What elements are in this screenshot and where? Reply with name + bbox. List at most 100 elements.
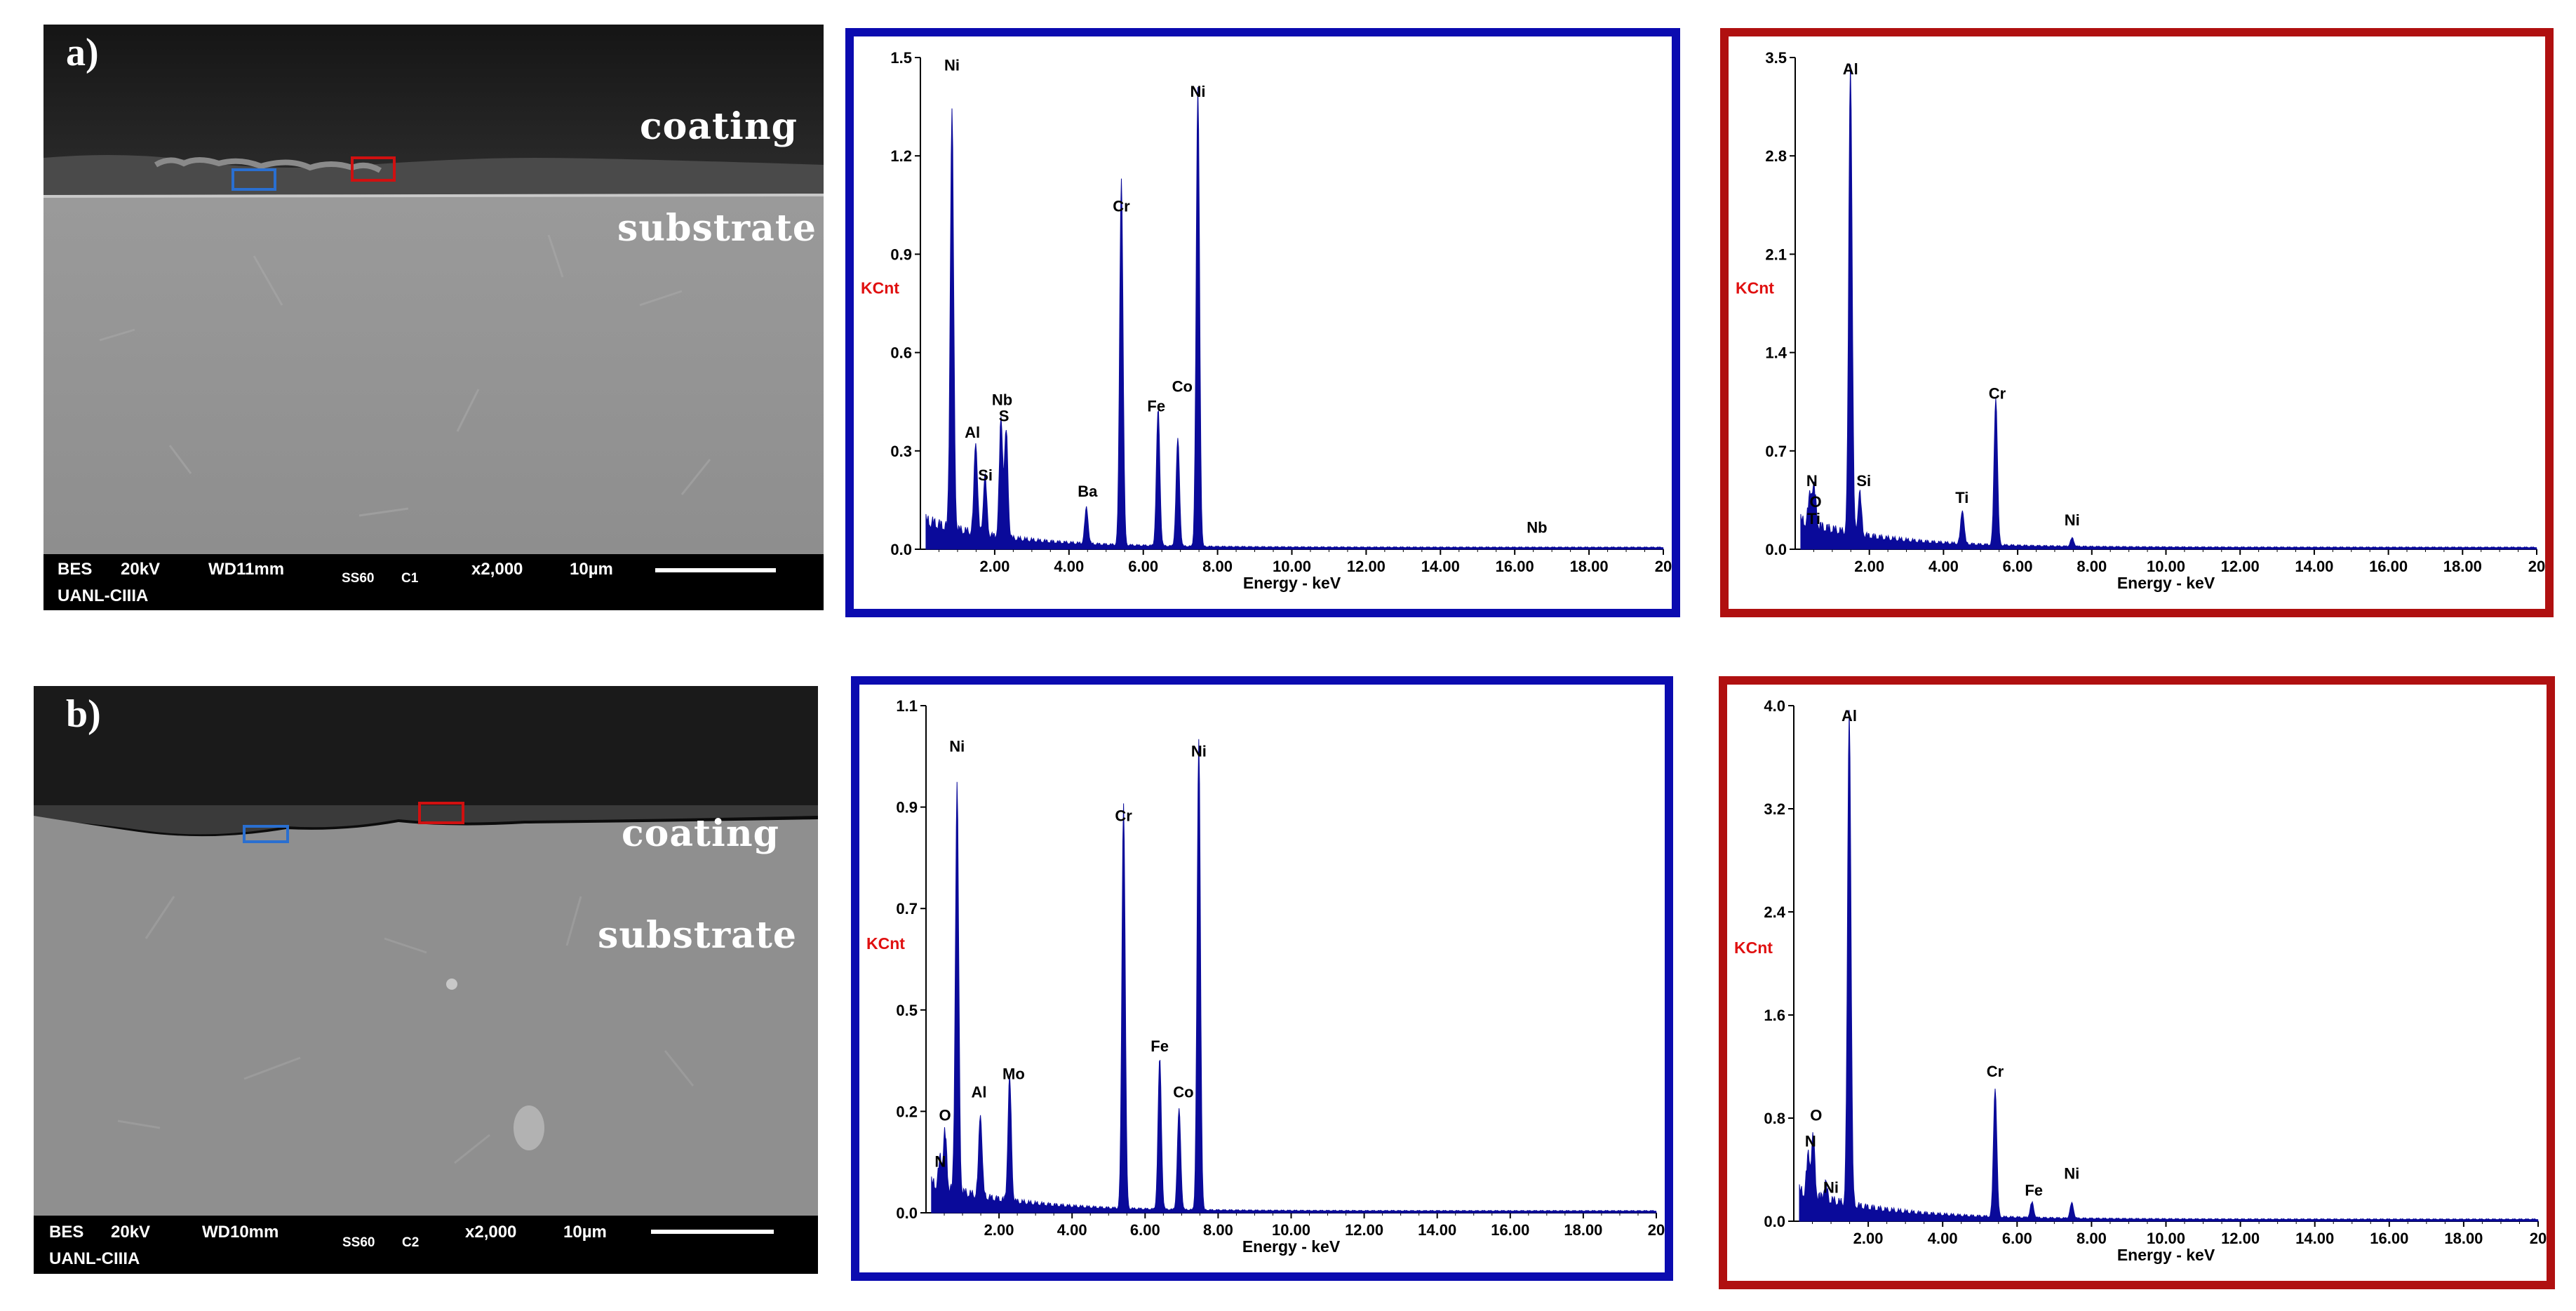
peak-label: O bbox=[1810, 1107, 1822, 1124]
x-tick-label: 12.00 bbox=[1345, 1221, 1383, 1239]
sem-image-b: b) coating substrate BES 20kV WD10mm SS6… bbox=[34, 686, 818, 1274]
coating-label-a: coating bbox=[640, 105, 798, 148]
peak-label: Cr bbox=[1113, 198, 1130, 215]
peak-label: Si bbox=[978, 466, 993, 484]
y-tick-label: 0.0 bbox=[1765, 541, 1787, 558]
peak-label: Co bbox=[1172, 378, 1193, 396]
x-tick-label: 6.00 bbox=[2003, 558, 2033, 575]
y-tick-label: 1.6 bbox=[1764, 1007, 1785, 1024]
peak-label: Ni bbox=[2065, 511, 2080, 529]
roi-red-a bbox=[351, 156, 396, 182]
peak-label: Cr bbox=[1989, 385, 2006, 403]
peak-label: Ni bbox=[1191, 742, 1207, 760]
x-tick-label: 10.00 bbox=[2147, 1230, 2185, 1247]
y-axis-label: KCnt bbox=[866, 934, 905, 953]
databar-scale: 10µm bbox=[563, 1223, 607, 1242]
peak-label: Fe bbox=[1151, 1037, 1169, 1055]
peak-label: Nb bbox=[1527, 519, 1547, 537]
y-axis-label: KCnt bbox=[861, 278, 899, 297]
x-tick-label: 14.00 bbox=[1421, 558, 1460, 575]
spectrum-trace bbox=[931, 739, 1657, 1213]
roi-blue-b bbox=[243, 825, 289, 843]
x-tick-label: 6.00 bbox=[2002, 1230, 2032, 1247]
peak-label: N bbox=[1806, 472, 1818, 490]
y-tick-label: 0.9 bbox=[890, 246, 912, 263]
databar-wd: WD11mm bbox=[208, 560, 285, 579]
peak-label: N bbox=[1805, 1132, 1816, 1150]
databar-magnification: x2,000 bbox=[465, 1223, 517, 1242]
y-tick-label: 3.2 bbox=[1764, 800, 1785, 818]
peak-label: Al bbox=[1843, 60, 1858, 78]
y-tick-label: 3.5 bbox=[1765, 49, 1787, 67]
x-tick-label: 18.00 bbox=[1570, 558, 1609, 575]
x-tick-label: 16.00 bbox=[2370, 1230, 2408, 1247]
y-tick-label: 1.5 bbox=[890, 49, 912, 67]
x-tick-label: 20 bbox=[1648, 1221, 1665, 1239]
spectrum-trace bbox=[925, 87, 1664, 550]
databar-wd: WD10mm bbox=[202, 1223, 279, 1242]
eds-spectrum-b-blue: 1.1 0.9 0.7 0.5 0.2 0.0 KCnt 2.00 4.00 6.00 8.00 10… bbox=[851, 676, 1673, 1281]
y-axis-label: KCnt bbox=[1736, 278, 1774, 297]
peak-label: Nb bbox=[992, 391, 1012, 408]
y-tick-label: 0.7 bbox=[896, 900, 918, 917]
x-tick-label: 14.00 bbox=[2295, 558, 2333, 575]
sem-image-a: a) coating substrate BES 20kV WD11mm SS6… bbox=[43, 25, 824, 610]
peak-label: Ni bbox=[944, 57, 960, 74]
peak-label: Ti bbox=[1955, 489, 1968, 506]
x-axis-label: Energy - keV bbox=[1243, 574, 1341, 592]
peak-label: Al bbox=[971, 1084, 986, 1101]
databar-mode: BES bbox=[58, 560, 93, 579]
databar-lab: UANL-CIIIA bbox=[49, 1249, 140, 1268]
y-tick-label: 0.5 bbox=[896, 1002, 918, 1019]
databar-mode: BES bbox=[49, 1223, 84, 1242]
y-tick-label: 1.2 bbox=[890, 147, 912, 165]
sem-micrograph-b bbox=[34, 686, 818, 1274]
databar-magnification: x2,000 bbox=[471, 560, 523, 579]
x-tick-label: 8.00 bbox=[1202, 558, 1233, 575]
peak-label: Cr bbox=[1115, 807, 1132, 824]
x-tick-label: 2.00 bbox=[1854, 558, 1884, 575]
y-tick-label: 0.6 bbox=[890, 344, 912, 362]
y-tick-label: 4.0 bbox=[1764, 697, 1785, 715]
peak-label: Ni bbox=[949, 738, 965, 755]
peak-label: Cr bbox=[1987, 1063, 2004, 1080]
peak-label: Fe bbox=[2025, 1181, 2043, 1199]
y-tick-label: 0.0 bbox=[1764, 1213, 1785, 1230]
scale-bar-a bbox=[655, 568, 776, 572]
roi-red-b bbox=[418, 802, 464, 824]
y-axis-label: KCnt bbox=[1734, 939, 1773, 957]
x-tick-label: 20 bbox=[1655, 558, 1672, 575]
y-tick-label: 1.4 bbox=[1765, 344, 1787, 362]
peak-label: Ni bbox=[1823, 1179, 1839, 1197]
databar-sample: SS60 bbox=[342, 571, 375, 586]
x-tick-label: 2.00 bbox=[984, 1221, 1014, 1239]
databar-code: C1 bbox=[401, 571, 419, 586]
databar-sample: SS60 bbox=[342, 1235, 375, 1250]
substrate-label-b: substrate bbox=[598, 914, 797, 957]
x-tick-label: 20 bbox=[2528, 558, 2545, 575]
eds-spectrum-b-red: 4.0 3.2 2.4 1.6 0.8 0.0 KCnt 2.00 4.00 6.00 8.00 10… bbox=[1719, 676, 2555, 1289]
x-tick-label: 12.00 bbox=[2221, 1230, 2260, 1247]
axis-lines bbox=[1793, 706, 2538, 1222]
coating-label-b: coating bbox=[622, 812, 779, 855]
x-tick-label: 6.00 bbox=[1128, 558, 1158, 575]
y-tick-label: 2.4 bbox=[1764, 903, 1785, 921]
eds-spectrum-a-blue: 1.5 1.2 0.9 0.6 0.3 0.0 KCnt 2.00 4.00 6.00 8.00 10… bbox=[845, 28, 1680, 617]
peak-label: Al bbox=[1842, 707, 1857, 725]
x-tick-label: 16.00 bbox=[1491, 1221, 1529, 1239]
peak-label: S bbox=[999, 408, 1009, 425]
eds-spectrum-a-red: 3.5 2.8 2.1 1.4 0.7 0.0 KCnt 2.00 4.00 6.00 8.00 10… bbox=[1720, 28, 2554, 617]
x-tick-label: 4.00 bbox=[1054, 558, 1084, 575]
x-tick-label: 12.00 bbox=[2221, 558, 2260, 575]
peak-label: Ni bbox=[2064, 1164, 2079, 1182]
peak-label: Ba bbox=[1078, 483, 1098, 500]
peak-label: Ti bbox=[1807, 510, 1820, 527]
peak-label: O bbox=[1810, 493, 1822, 511]
sem-databar-b: BES 20kV WD10mm SS60 C2 x2,000 10µm UANL… bbox=[34, 1216, 818, 1274]
peak-label: N bbox=[934, 1152, 946, 1170]
x-tick-label: 4.00 bbox=[1928, 558, 1959, 575]
axis-lines bbox=[1795, 58, 2537, 550]
x-tick-label: 14.00 bbox=[2295, 1230, 2334, 1247]
peak-label: O bbox=[939, 1107, 951, 1124]
y-tick-label: 2.8 bbox=[1765, 147, 1787, 165]
